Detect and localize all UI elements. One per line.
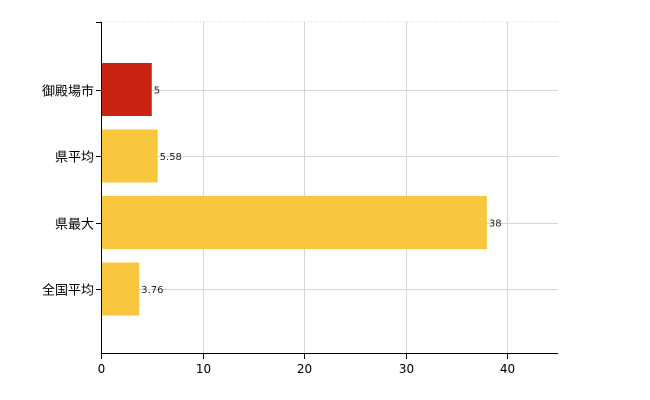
y-tick-label: 県最大 xyxy=(55,218,94,233)
bar-value-label: 38 xyxy=(489,219,502,230)
y-tick-label: 県平均 xyxy=(55,151,94,166)
bar-value-label: 5.58 xyxy=(160,152,182,163)
bar-3 xyxy=(102,196,487,249)
x-tick-label: 40 xyxy=(500,362,515,376)
x-tick-label: 20 xyxy=(297,362,312,376)
bar-1 xyxy=(102,63,152,116)
bar-value-label: 3.76 xyxy=(141,285,163,296)
y-tick-label: 御殿場市 xyxy=(42,84,94,100)
bar-4 xyxy=(102,262,140,316)
x-tick-label: 0 xyxy=(98,362,106,376)
bar-value-label: 5 xyxy=(154,86,160,97)
bars xyxy=(102,63,487,316)
x-tick-label: 30 xyxy=(399,362,414,376)
x-tick-label: 10 xyxy=(196,362,211,376)
y-tick-label: 全国平均 xyxy=(42,283,94,299)
bar-2 xyxy=(102,129,158,183)
x-axis-labels: 0 10 20 30 40 xyxy=(98,362,515,376)
value-labels: 5 5.58 38 3.76 xyxy=(141,86,501,297)
grid xyxy=(101,21,558,353)
axes xyxy=(96,22,558,359)
